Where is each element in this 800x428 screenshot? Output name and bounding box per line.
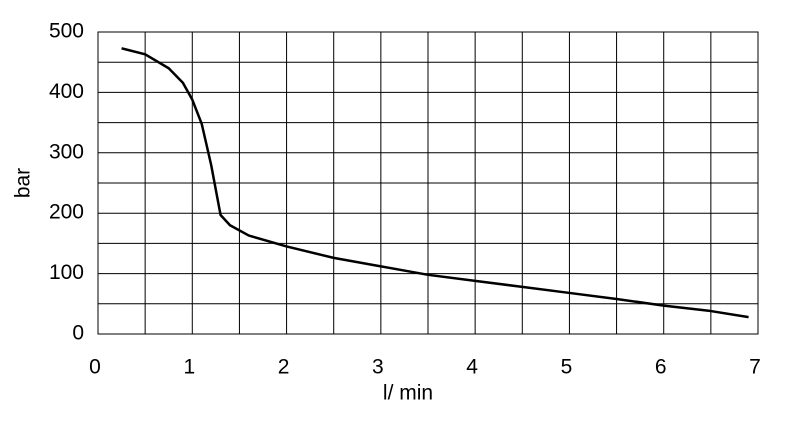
y-axis-label: bar — [12, 168, 35, 198]
y-tick-label: 500 — [49, 20, 84, 43]
x-tick-label: 2 — [278, 356, 290, 379]
y-tick-label: 200 — [49, 201, 84, 224]
x-tick-label: 1 — [183, 356, 195, 379]
x-tick-label: 0 — [89, 356, 101, 379]
x-tick-label: 4 — [466, 356, 478, 379]
y-tick-label: 400 — [49, 80, 84, 103]
x-tick-label: 3 — [372, 356, 384, 379]
y-tick-label: 0 — [72, 322, 84, 345]
x-axis-label: l/ min — [383, 382, 433, 405]
y-tick-label: 100 — [49, 261, 84, 284]
x-tick-label: 6 — [655, 356, 667, 379]
x-tick-label: 7 — [749, 356, 761, 379]
line — [121, 47, 749, 319]
x-tick-label: 5 — [561, 356, 573, 379]
y-tick-label: 300 — [49, 140, 84, 163]
plot-frame — [97, 31, 759, 335]
